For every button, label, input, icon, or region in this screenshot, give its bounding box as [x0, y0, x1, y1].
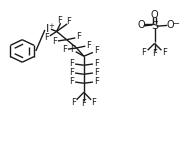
Text: F: F — [69, 59, 74, 68]
Text: S: S — [151, 21, 158, 31]
Text: F: F — [52, 37, 57, 46]
Text: F: F — [86, 41, 91, 50]
Text: −: − — [172, 19, 179, 28]
Text: F: F — [70, 45, 75, 54]
Text: F: F — [91, 98, 96, 107]
Text: I: I — [46, 24, 49, 34]
Text: F: F — [62, 45, 67, 54]
Text: F: F — [163, 48, 167, 57]
Text: F: F — [94, 46, 99, 55]
Text: F: F — [94, 77, 99, 86]
Text: F: F — [141, 48, 146, 57]
Text: F: F — [44, 33, 49, 42]
Text: F: F — [69, 68, 74, 77]
Text: F: F — [81, 99, 86, 108]
Text: F: F — [152, 49, 157, 58]
Text: F: F — [69, 77, 74, 86]
Text: F: F — [57, 16, 62, 25]
Text: F: F — [71, 98, 76, 107]
Text: F: F — [66, 17, 71, 26]
Text: O: O — [137, 20, 145, 30]
Text: F: F — [94, 68, 99, 77]
Text: O: O — [166, 20, 174, 30]
Text: +: + — [49, 23, 54, 29]
Text: F: F — [76, 32, 81, 41]
Text: F: F — [94, 59, 99, 68]
Text: O: O — [151, 10, 158, 20]
